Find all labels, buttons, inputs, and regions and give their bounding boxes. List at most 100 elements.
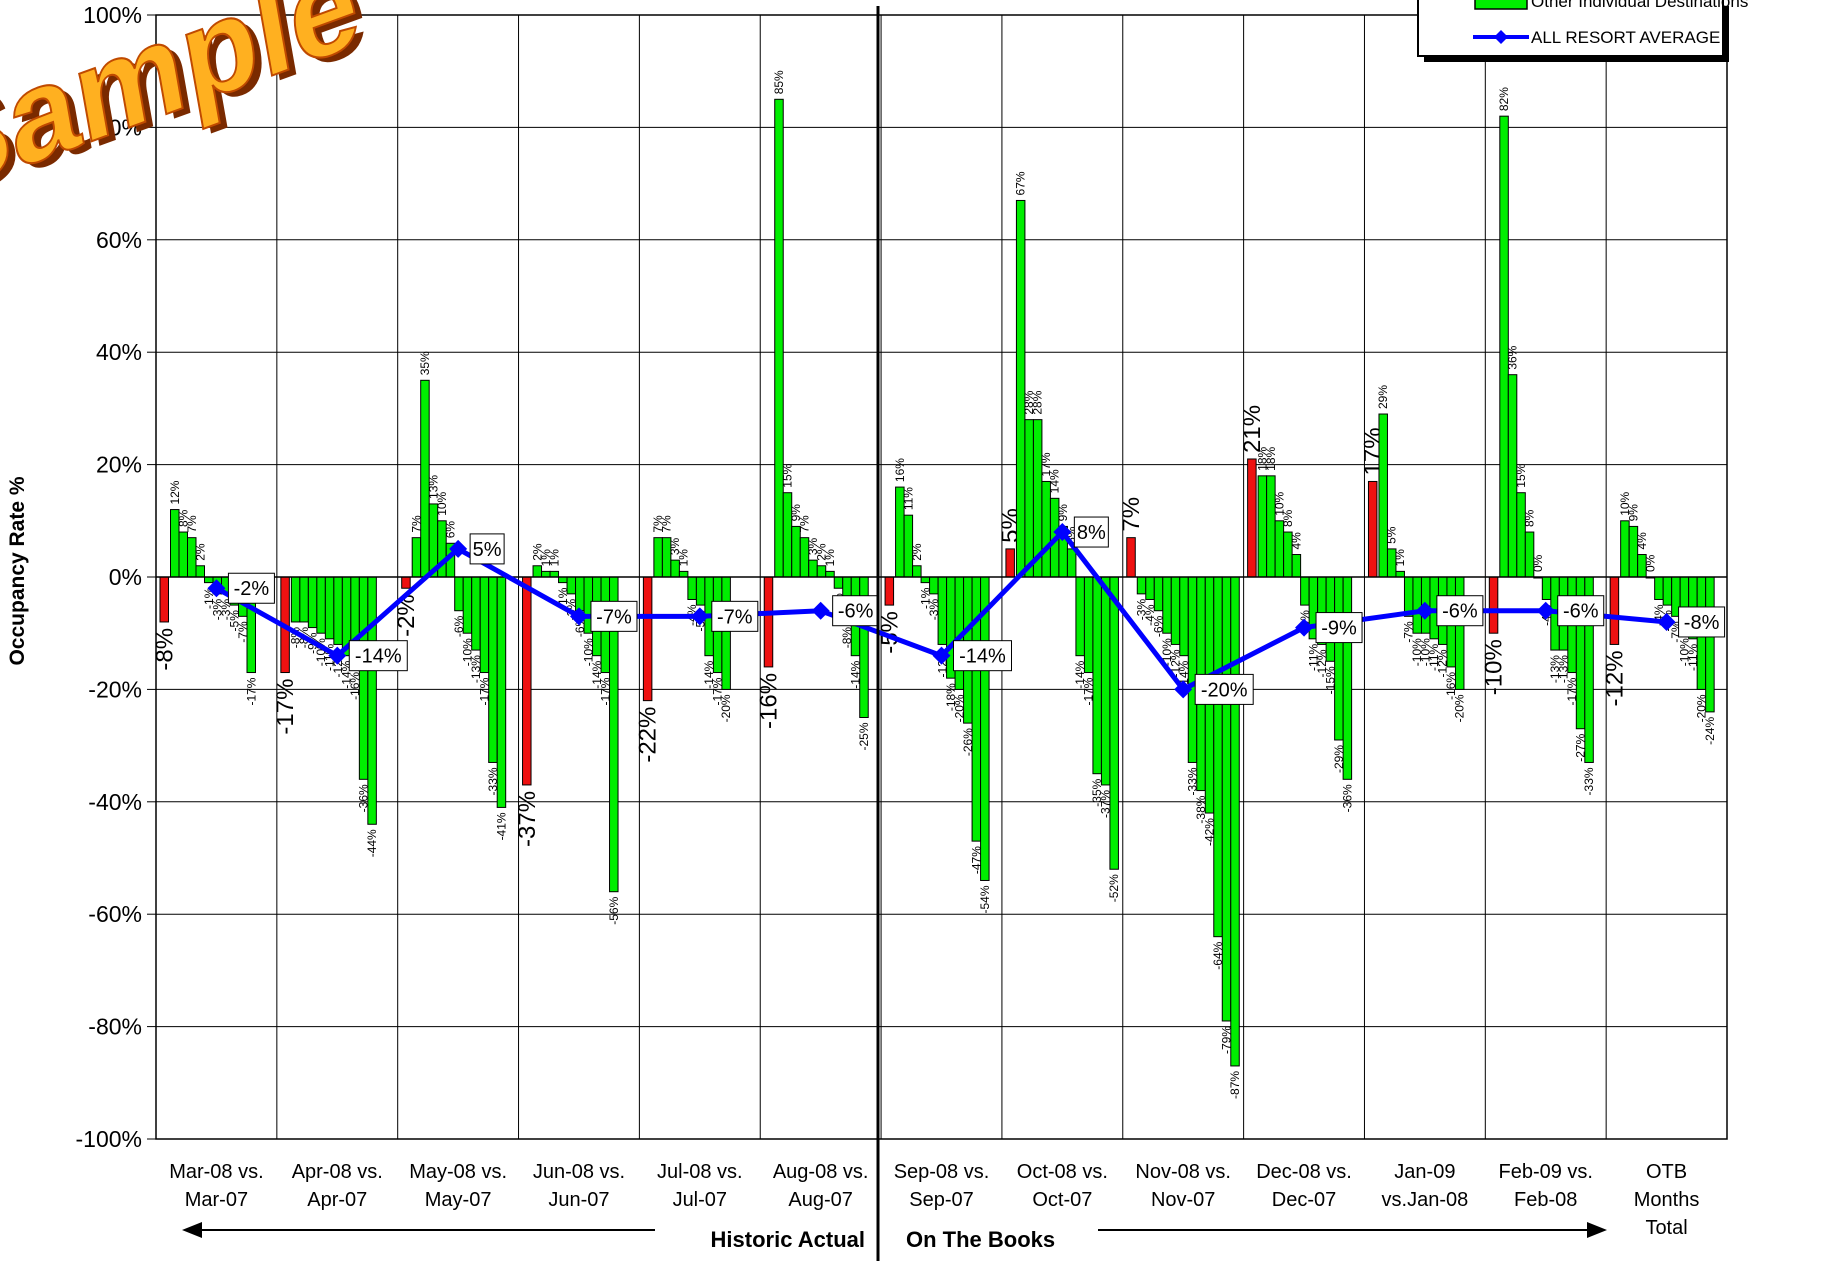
- destination-bar-label: -10%: [1677, 638, 1691, 666]
- average-marker: [1053, 523, 1072, 542]
- y-tick-label: 40%: [96, 339, 142, 365]
- destination-bar: [1024, 419, 1034, 578]
- destination-bar: [1075, 576, 1085, 657]
- destination-bar-label: 8%: [176, 509, 190, 527]
- highlight-bar-label: -10%: [1481, 639, 1508, 695]
- destination-bar: [1083, 576, 1094, 674]
- x-category-label: OTB: [1646, 1161, 1687, 1183]
- y-tick-label: 60%: [96, 227, 142, 253]
- highlight-bar: [1126, 537, 1136, 578]
- destination-bar-label: -52%: [1107, 874, 1121, 902]
- destination-bar: [496, 576, 507, 808]
- destination-bar: [1162, 576, 1172, 634]
- destination-bar: [1274, 520, 1285, 578]
- destination-bar: [575, 576, 585, 612]
- average-marker: [449, 539, 468, 558]
- highlight-bar-label: 21%: [1239, 405, 1266, 453]
- destination-bar-label: -20%: [1453, 694, 1467, 722]
- destination-bar-label: -15%: [1323, 666, 1337, 694]
- destination-bar: [541, 570, 551, 578]
- destination-bar: [1015, 199, 1026, 578]
- destination-bar-label: -11%: [1686, 643, 1700, 670]
- destination-bar-label: -7%: [236, 621, 250, 643]
- y-tick-label: 100%: [83, 2, 142, 28]
- destination-bar: [1153, 576, 1164, 612]
- destination-bar-label: 9%: [1056, 504, 1070, 522]
- x-category-label: Sep-07: [909, 1189, 974, 1211]
- highlight-bar: [522, 576, 532, 786]
- destination-bar-label: -11%: [1427, 643, 1441, 670]
- x-category-label: Aug-07: [788, 1189, 853, 1211]
- destination-bar-label: -5%: [227, 610, 241, 632]
- destination-bar-label: -10%: [460, 638, 474, 666]
- bars: -8%12%8%7%2%-1%-3%-3%-5%-7%-17% -17%-8%-8…: [151, 70, 1717, 1099]
- destination-bar: [1378, 413, 1388, 578]
- destination-bar-label: -24%: [1703, 717, 1717, 745]
- destination-bar-label: -64%: [1211, 941, 1225, 969]
- destination-bar-label: 2%: [814, 543, 828, 561]
- highlight-bar: [1609, 576, 1620, 645]
- average-label-box: [1073, 516, 1109, 548]
- average-label: 8%: [1077, 522, 1106, 544]
- destination-bar-label: -16%: [348, 672, 362, 700]
- x-category-label: Feb-08: [1514, 1189, 1577, 1211]
- destination-bar-label: -17%: [244, 677, 258, 705]
- destination-bar: [558, 576, 568, 584]
- destination-bar: [1516, 492, 1526, 578]
- x-category-label: Months: [1634, 1189, 1700, 1211]
- y-axis-label: Occupancy Rate %: [6, 476, 29, 665]
- destination-bar-label: -14%: [1073, 660, 1087, 688]
- destination-bar-label: -10%: [1419, 638, 1433, 666]
- destination-bar-label: 16%: [893, 458, 907, 482]
- destination-bar-label: 5%: [1385, 526, 1399, 544]
- x-category-label: May-08 vs.: [409, 1161, 507, 1183]
- destination-bar: [1257, 475, 1268, 578]
- sample-watermark: Sample Sample: [0, 0, 377, 230]
- x-category-label: Feb-09 vs.: [1498, 1161, 1592, 1183]
- destination-bar: [1334, 576, 1344, 741]
- destination-bar: [462, 576, 473, 634]
- average-label: -7%: [717, 606, 753, 628]
- destination-bar-label: 6%: [443, 521, 457, 539]
- destination-bar-label: -20%: [719, 694, 733, 722]
- x-category-label: Mar-07: [185, 1189, 248, 1211]
- destination-bar: [178, 531, 188, 578]
- destination-bar-label: 18%: [1264, 446, 1278, 470]
- average-label-box: [1678, 606, 1726, 638]
- destination-bar-label: -6%: [1152, 615, 1166, 637]
- destination-bar-label: -14%: [848, 660, 862, 688]
- destination-bar: [833, 576, 844, 589]
- average-label: -14%: [959, 646, 1006, 668]
- average-label-box: [348, 640, 408, 672]
- destination-bar-label: 7%: [651, 515, 665, 533]
- destination-bar: [808, 559, 818, 578]
- x-category-label: Apr-08 vs.: [292, 1161, 383, 1183]
- destination-bar: [532, 565, 543, 578]
- destination-bar-label: -14%: [1177, 660, 1191, 688]
- destination-bar: [324, 576, 335, 640]
- destination-bar-label: -17%: [1565, 677, 1579, 705]
- destination-bar-label: -36%: [357, 784, 371, 812]
- destination-bar-label: -35%: [1090, 778, 1104, 806]
- destination-bar-label: -37%: [1099, 790, 1113, 818]
- highlight-bar-label: -17%: [272, 679, 299, 735]
- average-marker: [690, 607, 709, 626]
- x-category-label: vs.Jan-08: [1382, 1189, 1469, 1211]
- destination-bar: [1187, 576, 1198, 763]
- destination-bar: [566, 576, 577, 595]
- average-marker: [811, 601, 830, 620]
- destination-bar-label: -42%: [1203, 818, 1217, 846]
- destination-bar-label: 85%: [772, 70, 786, 94]
- destination-bar-label: 35%: [418, 351, 432, 375]
- legend-label-destinations: Other Individual Destinations: [1531, 0, 1748, 11]
- average-label-box: [711, 600, 759, 632]
- destination-bar-label: 2%: [530, 543, 544, 561]
- destination-bar: [825, 570, 835, 578]
- destination-bar: [912, 565, 922, 578]
- destination-bar: [721, 576, 731, 690]
- sample-watermark-text: Sample: [0, 0, 369, 226]
- destination-bar: [1230, 576, 1240, 1067]
- average-marker: [1295, 618, 1314, 637]
- average-label-box: [832, 595, 880, 627]
- plot-frame: [155, 14, 1728, 1140]
